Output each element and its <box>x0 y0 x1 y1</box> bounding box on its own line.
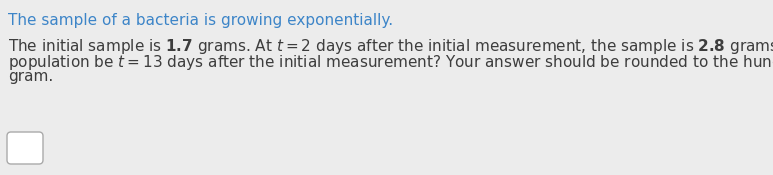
Text: The sample of a bacteria is growing exponentially.: The sample of a bacteria is growing expo… <box>8 13 393 28</box>
Text: The initial sample is $\mathbf{1.7}$ grams. At $t = 2$ days after the initial me: The initial sample is $\mathbf{1.7}$ gra… <box>8 37 773 56</box>
Text: gram.: gram. <box>8 69 53 84</box>
Text: population be $t = 13$ days after the initial measurement? Your answer should be: population be $t = 13$ days after the in… <box>8 53 773 72</box>
FancyBboxPatch shape <box>7 132 43 164</box>
